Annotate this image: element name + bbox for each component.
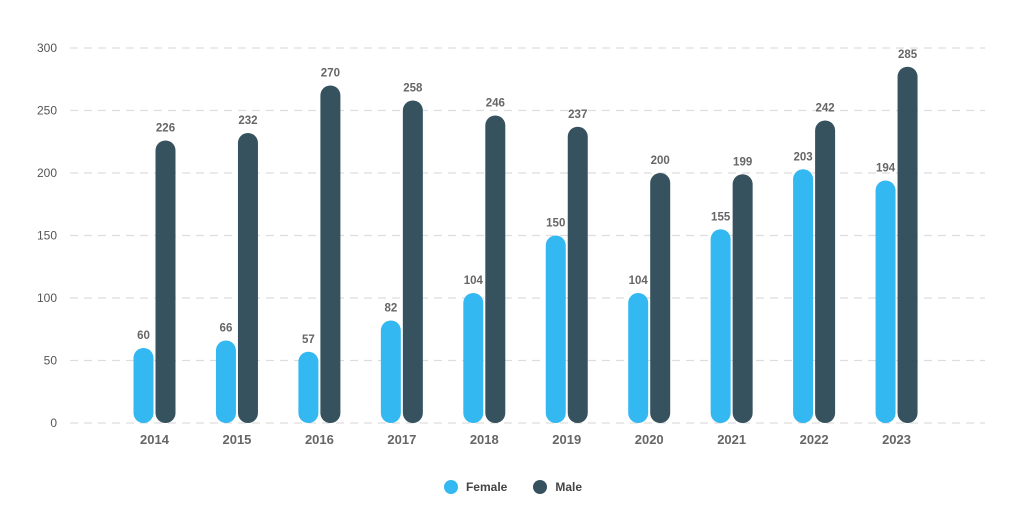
y-tick-label: 150: [37, 229, 57, 243]
data-labels: 60 226 66 232 57 270 82 258 104 246 150 237 104 200 15…: [137, 49, 918, 346]
y-tick-label: 250: [37, 104, 57, 118]
bar-male-2020[interactable]: [650, 173, 671, 423]
bar-female-2014[interactable]: [133, 348, 154, 423]
data-label: 232: [238, 115, 257, 127]
legend-item-female[interactable]: Female: [443, 480, 508, 494]
bar-female-2022[interactable]: [793, 169, 814, 423]
data-label: 200: [651, 155, 670, 167]
bar-female-2015[interactable]: [215, 340, 236, 424]
data-label: 242: [816, 103, 835, 115]
data-label: 237: [568, 109, 587, 121]
data-label: 246: [486, 98, 505, 110]
y-axis-ticks: 0 50 100 150 200 250 300: [37, 41, 57, 430]
bar-male-2019[interactable]: [567, 126, 588, 423]
y-tick-label: 50: [44, 354, 58, 368]
bar-female-2020[interactable]: [628, 293, 649, 423]
x-tick-label: 2017: [387, 432, 416, 447]
data-label: 199: [733, 156, 752, 168]
data-label: 66: [220, 323, 233, 335]
bar-male-2017[interactable]: [402, 100, 423, 424]
x-tick-label: 2021: [717, 432, 746, 447]
x-tick-label: 2023: [882, 432, 911, 447]
data-label: 203: [794, 151, 813, 163]
legend-swatch-male: [533, 480, 548, 494]
x-tick-label: 2022: [800, 432, 829, 447]
legend-item-male[interactable]: Male: [533, 480, 582, 494]
data-label: 57: [302, 334, 315, 346]
bar-female-2021[interactable]: [710, 229, 731, 423]
legend: Female Male: [0, 480, 1026, 494]
data-label: 104: [629, 275, 649, 287]
x-tick-label: 2016: [305, 432, 334, 447]
bar-male-2014[interactable]: [155, 140, 176, 424]
bar-chart: 0 50 100 150 200 250 300 60 226 66 232 57 270 82 258 1…: [37, 41, 985, 447]
legend-swatch-female: [443, 480, 458, 494]
legend-label-female: Female: [465, 480, 508, 494]
data-label: 258: [403, 83, 423, 95]
legend-label-male: Male: [555, 480, 583, 494]
x-tick-label: 2019: [552, 432, 581, 447]
x-axis-ticks: 2014 2015 2016 2017 2018 2019 2020 2021 2022 2023: [140, 432, 911, 447]
bar-male-2023[interactable]: [897, 66, 918, 423]
data-label: 150: [546, 218, 565, 230]
data-label: 82: [384, 303, 397, 315]
x-tick-label: 2015: [222, 432, 251, 447]
data-label: 270: [321, 68, 340, 80]
bar-female-2023[interactable]: [875, 180, 896, 424]
bar-female-2017[interactable]: [380, 320, 401, 424]
bar-male-2015[interactable]: [237, 133, 258, 423]
y-tick-label: 0: [50, 416, 57, 430]
bar-male-2016[interactable]: [320, 85, 341, 424]
bar-female-2016[interactable]: [298, 351, 319, 423]
y-tick-label: 100: [37, 291, 57, 305]
data-label: 226: [156, 123, 175, 135]
bar-male-2021[interactable]: [732, 174, 753, 423]
x-tick-label: 2014: [140, 432, 170, 447]
data-label: 155: [711, 211, 731, 223]
x-tick-label: 2020: [635, 432, 664, 447]
data-label: 194: [876, 163, 896, 175]
data-label: 60: [137, 330, 150, 342]
bar-male-2022[interactable]: [815, 120, 836, 424]
y-tick-label: 300: [37, 41, 57, 55]
bar-female-2018[interactable]: [463, 293, 484, 423]
bars: [133, 66, 918, 424]
gridlines: [70, 47, 985, 424]
bar-male-2018[interactable]: [485, 115, 506, 424]
data-label: 104: [464, 275, 484, 287]
x-tick-label: 2018: [470, 432, 499, 447]
bar-female-2019[interactable]: [545, 235, 566, 424]
data-label: 285: [898, 49, 918, 61]
y-tick-label: 200: [37, 166, 57, 180]
